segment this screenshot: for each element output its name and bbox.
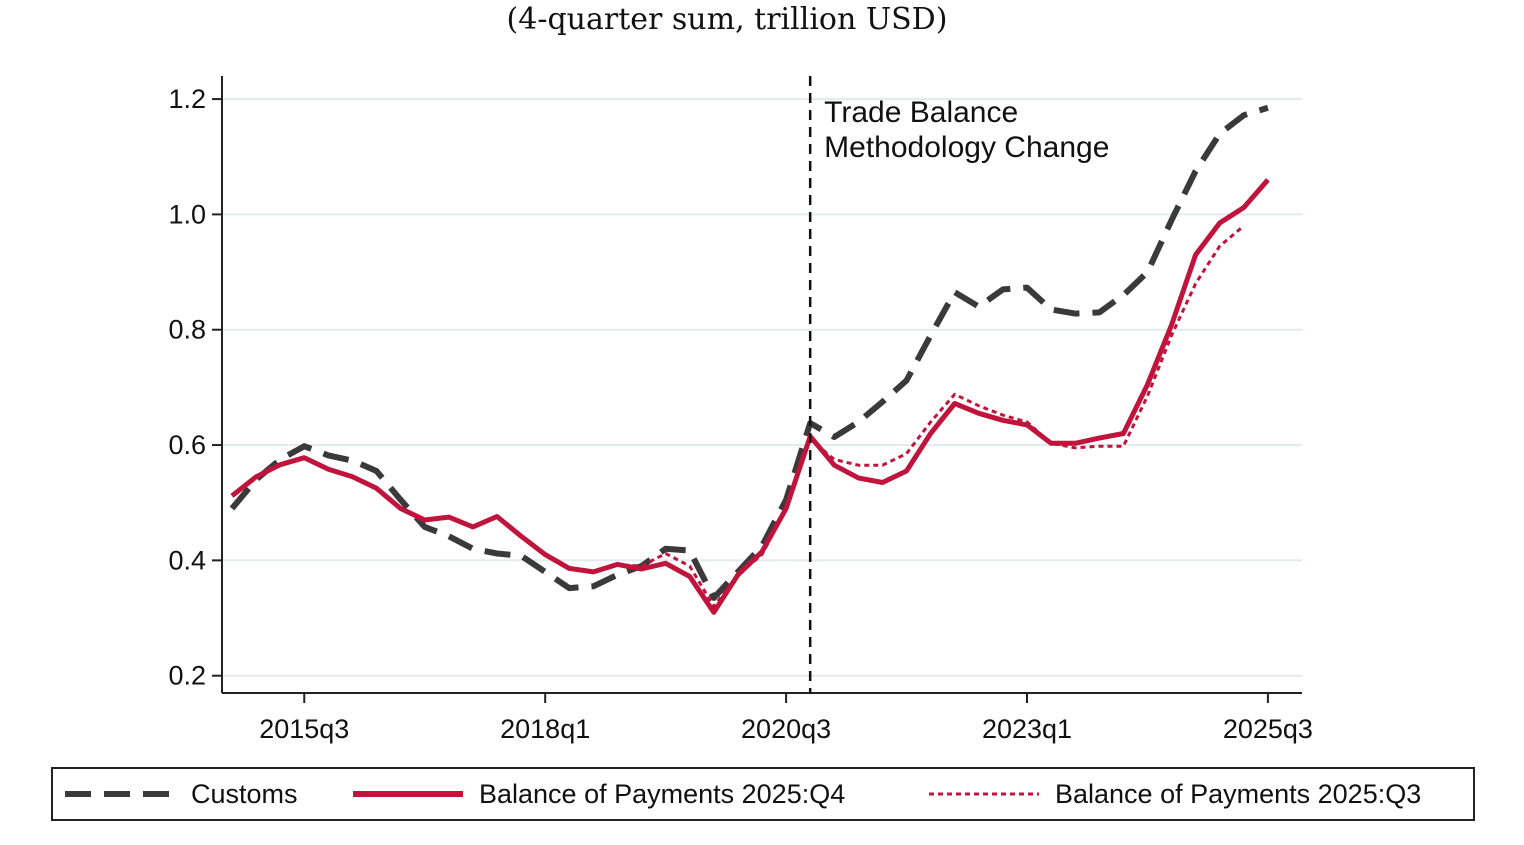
gridlines: [222, 98, 1302, 677]
x-tick-label: 2023q1: [982, 714, 1072, 744]
legend-label-bop-q3: Balance of Payments 2025:Q3: [1055, 778, 1422, 809]
chart-title: (4-quarter sum, trillion USD): [506, 2, 948, 37]
series-line-solid: [230, 178, 1270, 615]
annotation-text-line: Methodology Change: [824, 131, 1109, 164]
legend-swatch-customs: [65, 791, 175, 797]
legend-item-bop-q4: Balance of Payments 2025:Q4: [353, 769, 845, 819]
series-line-dotted: [231, 224, 1245, 608]
x-tick-label: 2025q3: [1223, 714, 1313, 744]
x-tick-label: 2015q3: [259, 714, 349, 744]
plot-region: [120, 46, 1334, 754]
legend-label-customs: Customs: [191, 778, 298, 809]
legend-label-bop-q4: Balance of Payments 2025:Q4: [479, 778, 846, 809]
legend: Customs Balance of Payments 2025:Q4 Bala…: [51, 767, 1475, 821]
y-tick-label: 0.8: [168, 315, 206, 345]
y-tick-label: 1.0: [168, 199, 206, 229]
y-tick-label: 0.4: [168, 545, 206, 575]
x-tick-label: 2018q1: [500, 714, 590, 744]
legend-item-customs: Customs: [65, 769, 298, 819]
series-line-dashed: [229, 104, 1269, 601]
y-tick-label: 0.6: [168, 430, 206, 460]
series-lines: [229, 104, 1270, 615]
axes: 0.2 0.4 0.6 0.8 1.0 1.2 2015q3 2018q1 2020q3 2023…: [168, 76, 1313, 744]
y-tick-label: 0.2: [168, 661, 206, 691]
legend-swatch-bop-q3: [929, 792, 1039, 796]
legend-item-bop-q3: Balance of Payments 2025:Q3: [929, 769, 1421, 819]
x-tick-label: 2020q3: [741, 714, 831, 744]
y-tick-label: 1.2: [168, 84, 206, 114]
line-chart: 0.2 0.4 0.6 0.8 1.0 1.2 2015q3 2018q1 2020q3 2023…: [168, 76, 1313, 744]
legend-swatch-bop-q4: [353, 791, 463, 797]
annotation-text-line: Trade Balance: [824, 96, 1018, 129]
